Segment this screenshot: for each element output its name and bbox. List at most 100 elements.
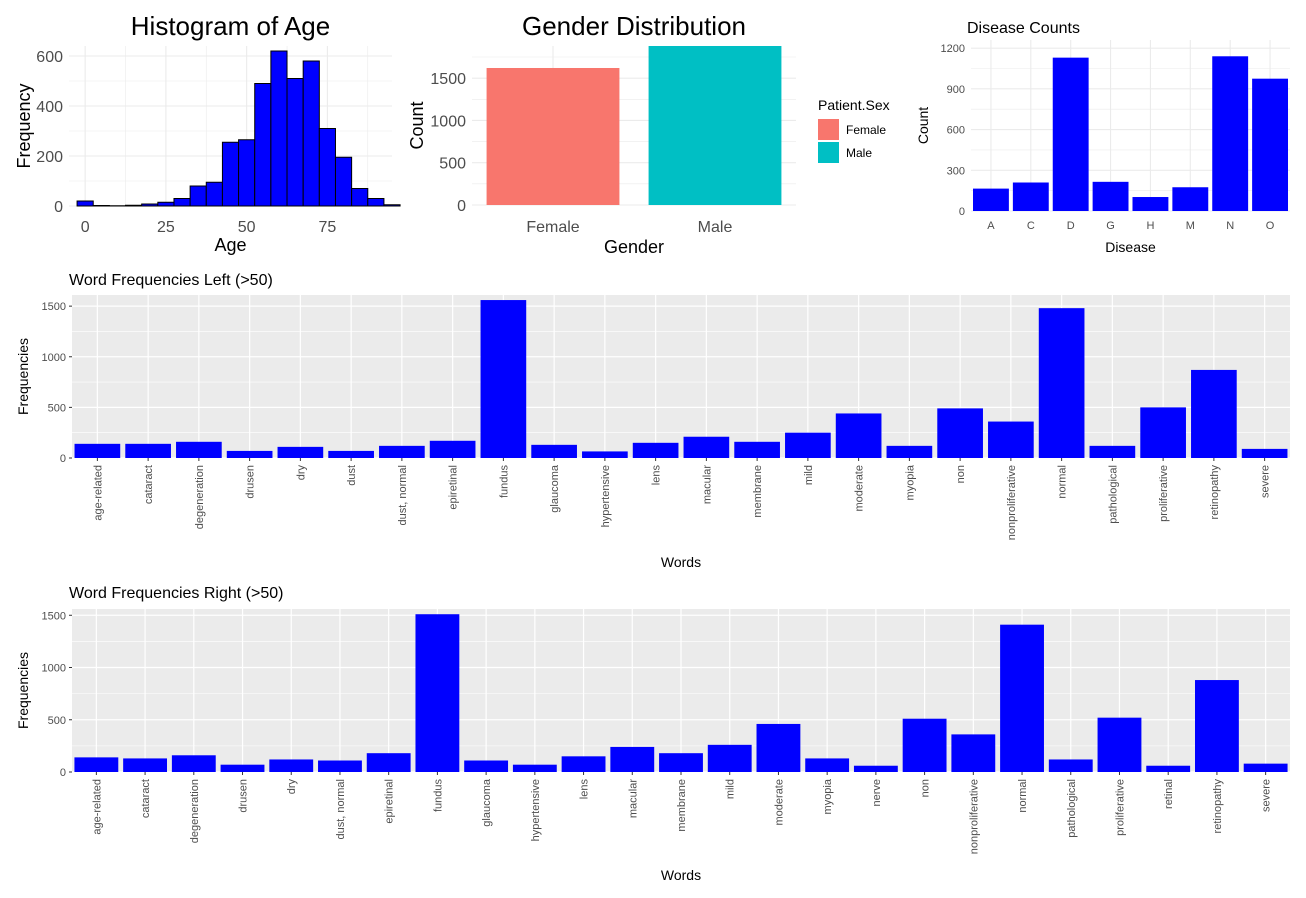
x-axis-title: Disease [1105, 239, 1156, 255]
histogram-bar [221, 141, 240, 207]
y-tick-label: 200 [36, 149, 63, 166]
word-bar [902, 718, 947, 772]
word-bar [1241, 448, 1288, 458]
word-bar [328, 450, 374, 458]
y-tick-label: 600 [36, 49, 63, 66]
x-tick-label: pathological [1107, 465, 1119, 524]
chart-title: Word Frequencies Left (>50) [69, 272, 273, 289]
histogram-bar [286, 78, 304, 207]
histogram-bar [318, 128, 336, 207]
x-tick-label: Female [526, 219, 579, 236]
histogram-bar [157, 201, 175, 207]
disease-bar [1212, 56, 1249, 212]
word-bar [805, 758, 850, 772]
word-bar [853, 765, 898, 772]
word-bar [734, 441, 780, 458]
x-tick-label: retinopathy [1212, 779, 1224, 834]
word-bar [226, 450, 273, 458]
age-histogram: 0 200 400 600 0 25 50 75 Histogram of Age Age Freq… [14, 11, 401, 255]
x-axis-title: Age [214, 235, 246, 255]
x-tick-label: glaucoma [481, 778, 493, 827]
y-tick-label: 500 [439, 156, 466, 173]
histogram-bar [351, 188, 369, 207]
legend-label: Female [846, 123, 886, 137]
y-tick-label: 0 [457, 198, 466, 215]
x-tick-label: membrane [752, 465, 764, 518]
y-tick-label: 0 [60, 767, 66, 779]
word-bar [756, 723, 801, 772]
x-axis-title: Words [661, 867, 701, 883]
word-bar [1038, 308, 1085, 458]
x-tick-label: dry [286, 779, 298, 795]
word-bar [531, 444, 577, 458]
histogram-bar [125, 204, 143, 207]
x-tick-label: membrane [676, 779, 688, 832]
histogram-bar [254, 83, 272, 207]
y-tick-label: 1500 [42, 301, 66, 313]
word-bar [785, 432, 831, 458]
word-bar [415, 614, 460, 772]
word-bar [1048, 759, 1093, 772]
x-tick-label: age-related [92, 465, 104, 521]
gender-chart: Female Male 0 500 1000 1500 Gender Distributio… [407, 11, 890, 257]
x-tick-label: myopia [904, 464, 916, 500]
y-axis-title: Frequencies [15, 652, 31, 729]
y-tick-label: 1000 [42, 352, 66, 364]
word-bar [659, 753, 703, 772]
x-tick-label: dust, normal [397, 465, 409, 526]
disease-bar [1252, 78, 1289, 211]
chart-title: Word Frequencies Right (>50) [69, 585, 283, 602]
word-bar [1140, 407, 1186, 458]
y-tick-label: 0 [54, 199, 63, 216]
word-bar [582, 451, 628, 458]
y-tick-label: 900 [947, 84, 965, 96]
x-tick-label: cataract [140, 779, 152, 818]
histogram-bar [238, 139, 256, 207]
x-tick-label: glaucoma [549, 464, 561, 513]
x-tick-label: macular [627, 779, 639, 818]
word-bar [277, 446, 324, 458]
word-bar [561, 756, 606, 772]
word-frequencies-left-chart: age-related cataract degeneration drusen dry… [15, 272, 1290, 570]
x-tick-label: hypertensive [530, 779, 542, 841]
x-tick-label: fundus [498, 465, 510, 499]
word-bar [125, 443, 171, 458]
x-tick-label: moderate [854, 465, 866, 511]
word-bar [707, 744, 752, 772]
word-bar [1191, 369, 1237, 458]
histogram-bar [383, 204, 401, 207]
x-tick-label: 0 [81, 219, 90, 236]
word-bar [318, 760, 362, 772]
word-bar [464, 760, 509, 772]
histogram-bar [173, 198, 191, 207]
word-bar [269, 759, 314, 772]
x-tick-label: epiretinal [384, 779, 396, 824]
word-bar [937, 408, 983, 458]
word-frequencies-right-chart: age-related cataract degeneration drusen dry… [15, 585, 1290, 883]
x-tick-label: proliferative [1114, 779, 1126, 836]
word-bar [610, 746, 655, 772]
histogram-bar [92, 205, 110, 207]
y-axis-title: Count [915, 107, 931, 144]
gender-bar [486, 67, 620, 205]
disease-bar [1092, 181, 1129, 211]
x-tick-label: lens [579, 779, 591, 800]
x-tick-label: epiretinal [448, 465, 460, 510]
legend-key [818, 142, 839, 163]
x-tick-label: nerve [871, 779, 883, 807]
word-bar [123, 758, 168, 772]
x-tick-label: 25 [157, 219, 175, 236]
x-tick-label: nonproliferative [1006, 465, 1018, 540]
histogram-bar [76, 200, 94, 207]
x-tick-label: moderate [773, 779, 785, 825]
x-tick-label: M [1186, 220, 1195, 232]
x-tick-label: 50 [238, 219, 256, 236]
x-tick-label: degeneration [189, 779, 201, 843]
x-tick-label: hypertensive [600, 465, 612, 527]
word-bar [1000, 624, 1044, 772]
word-bar [366, 753, 411, 772]
y-tick-label: 0 [959, 206, 965, 218]
x-tick-label: mild [725, 779, 737, 799]
x-tick-label: O [1266, 220, 1275, 232]
